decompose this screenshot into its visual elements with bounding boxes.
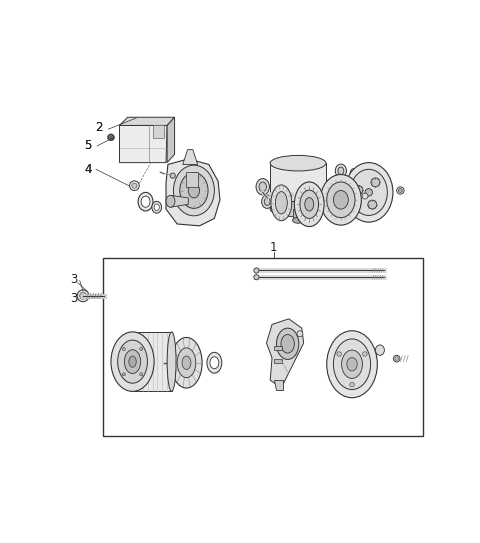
Circle shape [354,186,363,194]
Ellipse shape [327,182,355,218]
Ellipse shape [321,174,361,225]
Circle shape [297,331,303,337]
Text: 3: 3 [71,292,78,305]
Ellipse shape [327,331,377,397]
Circle shape [109,135,113,139]
Ellipse shape [300,190,319,218]
Polygon shape [274,380,283,389]
Ellipse shape [180,173,208,209]
Ellipse shape [350,168,358,178]
Ellipse shape [347,357,357,371]
Ellipse shape [350,169,387,216]
Ellipse shape [207,352,222,373]
Ellipse shape [281,334,294,353]
Ellipse shape [352,171,356,175]
Ellipse shape [111,332,154,392]
Ellipse shape [141,196,150,207]
Ellipse shape [166,195,175,207]
Circle shape [140,348,143,350]
Bar [274,346,282,350]
Bar [186,172,198,187]
Ellipse shape [182,356,191,369]
Circle shape [398,188,402,192]
Bar [274,359,282,363]
Ellipse shape [271,185,292,220]
Circle shape [77,290,89,302]
Circle shape [393,355,400,362]
Ellipse shape [375,345,384,355]
Ellipse shape [188,183,200,198]
Circle shape [365,188,372,196]
Ellipse shape [292,217,304,223]
Text: 5: 5 [84,140,92,153]
Ellipse shape [345,162,393,222]
Circle shape [363,352,367,356]
Ellipse shape [342,350,362,378]
Ellipse shape [210,357,219,369]
Polygon shape [167,117,175,162]
Text: 5: 5 [84,140,92,153]
Ellipse shape [262,195,273,209]
Ellipse shape [294,182,324,226]
Polygon shape [183,149,198,165]
Ellipse shape [259,182,266,192]
Circle shape [396,187,404,194]
Text: 1: 1 [270,241,277,254]
Polygon shape [170,195,188,207]
Polygon shape [120,125,167,162]
Text: 4: 4 [84,163,92,176]
Polygon shape [132,332,172,392]
Circle shape [122,373,125,376]
Circle shape [362,193,368,199]
Ellipse shape [270,155,326,171]
Circle shape [254,268,259,273]
Text: 4: 4 [84,163,92,176]
Ellipse shape [276,192,288,214]
Circle shape [371,178,380,187]
Circle shape [350,382,354,387]
Ellipse shape [129,356,136,367]
Ellipse shape [338,167,344,174]
Ellipse shape [171,337,202,388]
Ellipse shape [152,201,162,213]
Ellipse shape [335,164,347,178]
Polygon shape [292,209,304,220]
Circle shape [108,134,114,141]
Polygon shape [153,125,164,138]
Ellipse shape [264,198,270,205]
Ellipse shape [276,328,299,359]
Circle shape [170,173,175,178]
Polygon shape [266,319,304,388]
Circle shape [140,373,143,376]
Ellipse shape [167,332,176,392]
Polygon shape [270,163,326,209]
Ellipse shape [334,339,371,389]
Ellipse shape [124,350,141,374]
Bar [103,258,423,436]
Ellipse shape [138,192,153,211]
Ellipse shape [256,179,269,195]
Circle shape [80,293,86,299]
Text: 2: 2 [96,121,103,134]
Text: 3: 3 [71,273,78,286]
Ellipse shape [305,198,314,211]
Circle shape [122,348,125,350]
Ellipse shape [118,340,147,383]
Circle shape [132,183,137,188]
Circle shape [254,275,259,280]
Ellipse shape [154,204,159,211]
Circle shape [368,200,377,209]
Circle shape [130,181,139,191]
Ellipse shape [334,191,348,209]
Ellipse shape [173,165,215,216]
Text: 2: 2 [96,121,103,134]
Polygon shape [120,117,175,125]
Polygon shape [166,159,220,226]
Ellipse shape [177,348,196,377]
Circle shape [337,352,341,356]
Ellipse shape [270,201,326,217]
Circle shape [395,357,398,361]
